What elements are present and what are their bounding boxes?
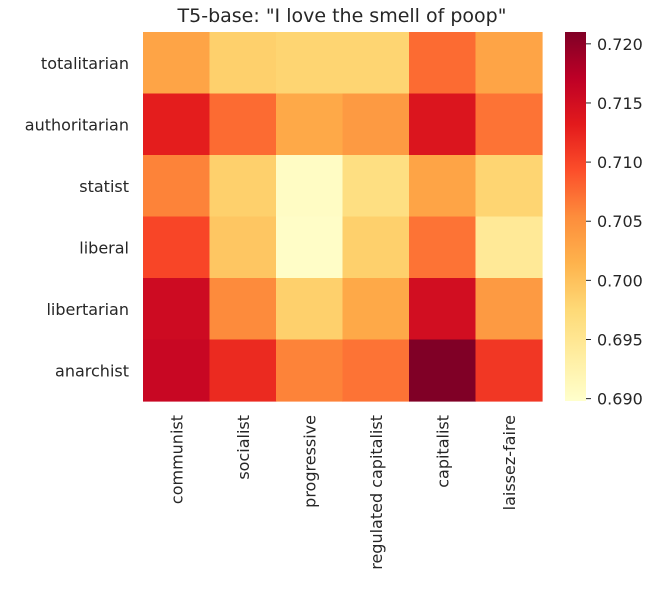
- heatmap-cell: [409, 155, 477, 218]
- heatmap-cell: [475, 155, 543, 218]
- colorbar: [565, 32, 586, 401]
- column-label: progressive: [300, 415, 319, 508]
- heatmap-cell: [409, 32, 477, 95]
- row-label: libertarian: [46, 300, 129, 319]
- heatmap-cell: [143, 32, 211, 95]
- colorbar-tick-label: 0.695: [597, 331, 643, 350]
- colorbar-ticks: 0.690 0.695 0.700 0.705 0.710 0.715 0.720: [586, 35, 643, 409]
- heatmap-cell: [143, 339, 211, 402]
- row-label: authoritarian: [25, 115, 129, 134]
- column-label: laissez-faire: [500, 415, 519, 510]
- heatmap-cell: [409, 278, 477, 341]
- heatmap-cell: [276, 155, 344, 218]
- colorbar-tick-label: 0.700: [597, 271, 643, 290]
- heatmap-cell: [475, 32, 543, 95]
- row-label: liberal: [79, 238, 129, 257]
- column-label: communist: [167, 415, 186, 504]
- heatmap-cell: [209, 32, 277, 95]
- row-label: anarchist: [55, 361, 129, 380]
- row-labels: totalitarian authoritarian statist liberal l…: [25, 54, 129, 381]
- heatmap-cell: [276, 216, 344, 279]
- heatmap-cell: [209, 155, 277, 218]
- heatmap-cell: [143, 216, 211, 279]
- heatmap-cell: [409, 339, 477, 402]
- heatmap-cell: [342, 278, 410, 341]
- heatmap-cell: [276, 93, 344, 156]
- heatmap-cell: [209, 339, 277, 402]
- column-label: regulated capitalist: [367, 415, 386, 570]
- colorbar-tick-label: 0.705: [597, 212, 643, 231]
- heatmap-cells: [143, 32, 543, 402]
- colorbar-tick-label: 0.715: [597, 94, 643, 113]
- row-label: totalitarian: [41, 54, 129, 73]
- column-labels: communist socialist progressive regulated c…: [167, 415, 519, 570]
- heatmap-cell: [475, 278, 543, 341]
- column-label: capitalist: [433, 415, 452, 488]
- colorbar-tick-label: 0.720: [597, 35, 643, 54]
- heatmap-cell: [475, 93, 543, 156]
- heatmap-cell: [143, 93, 211, 156]
- heatmap-cell: [143, 278, 211, 341]
- colorbar-tick-label: 0.710: [597, 153, 643, 172]
- heatmap-cell: [342, 32, 410, 95]
- heatmap-cell: [475, 339, 543, 402]
- heatmap-cell: [342, 216, 410, 279]
- column-label: socialist: [234, 415, 253, 480]
- heatmap-cell: [276, 339, 344, 402]
- heatmap-cell: [209, 278, 277, 341]
- heatmap-cell: [276, 32, 344, 95]
- heatmap-cell: [276, 278, 344, 341]
- heatmap-cell: [475, 216, 543, 279]
- chart-title: T5-base: "I love the smell of poop": [177, 5, 507, 27]
- heatmap-cell: [143, 155, 211, 218]
- row-label: statist: [79, 177, 129, 196]
- heatmap-cell: [209, 216, 277, 279]
- heatmap-cell: [342, 155, 410, 218]
- heatmap-cell: [342, 93, 410, 156]
- heatmap-cell: [409, 216, 477, 279]
- colorbar-tick-label: 0.690: [597, 390, 643, 409]
- heatmap-cell: [209, 93, 277, 156]
- heatmap-cell: [409, 93, 477, 156]
- heatmap-cell: [342, 339, 410, 402]
